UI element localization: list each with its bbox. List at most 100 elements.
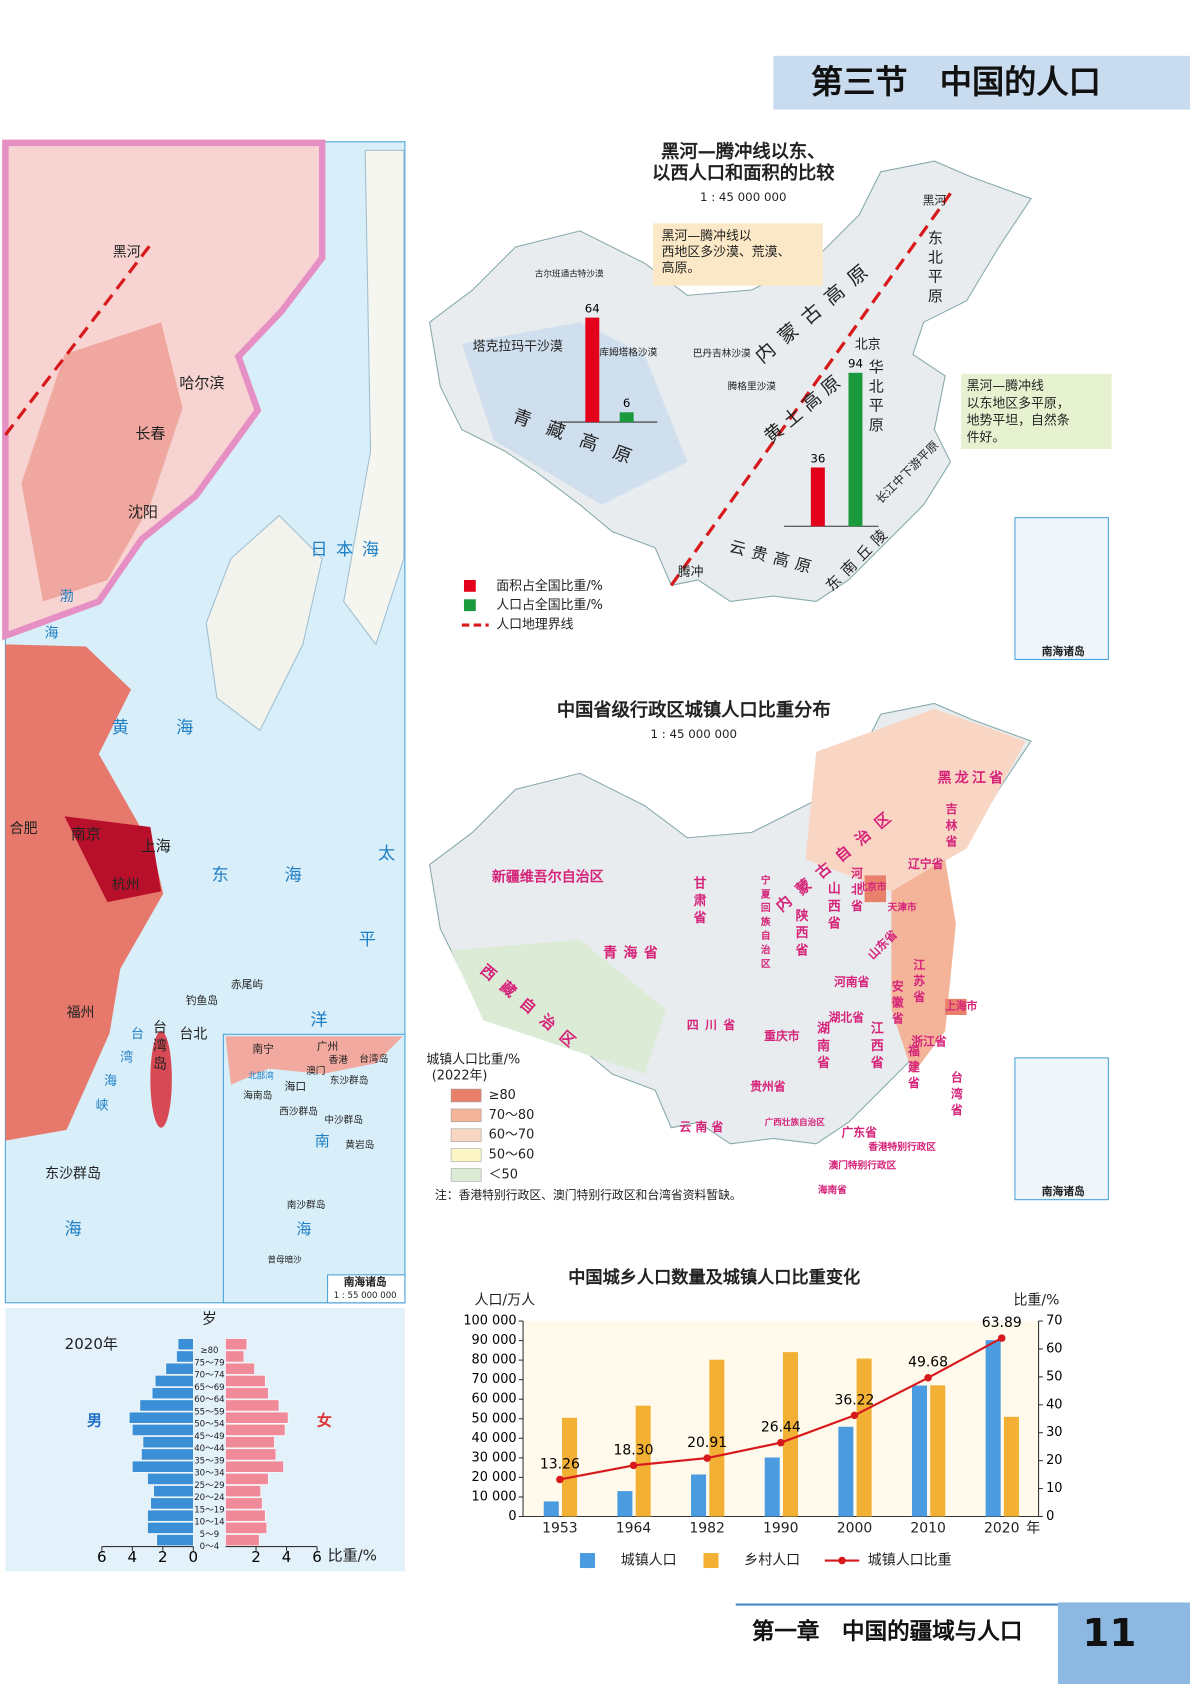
map-label: 南沙群岛 <box>287 1199 326 1211</box>
pyramid-bar <box>225 1473 269 1485</box>
pyramid-bar <box>147 1522 194 1534</box>
data-label: 36.22 <box>834 1392 874 1408</box>
map-label: 黑河 <box>923 193 947 207</box>
age-label: 55～59 <box>194 1407 224 1417</box>
bar <box>856 1358 872 1517</box>
map-label: 甘肃省 <box>691 876 707 928</box>
bar <box>838 1426 854 1517</box>
map-label: 陕西省 <box>793 908 809 960</box>
age-label: 5～9 <box>200 1530 219 1540</box>
pyramid-bar <box>225 1485 261 1498</box>
legend-label: 70～80 <box>489 1108 535 1123</box>
legend-swatch <box>838 1556 846 1565</box>
bar <box>585 317 600 423</box>
map-label: 北京 <box>855 337 881 352</box>
bar <box>691 1474 707 1517</box>
page-content: 第三节 中国的人口 第一章 中国的疆 <box>2 55 1190 1684</box>
inset-land <box>225 1036 403 1085</box>
map-label: 贵州省 <box>750 1079 786 1093</box>
plot-background <box>523 1321 1039 1517</box>
taiwan <box>150 1031 172 1128</box>
map-label: 台北 <box>179 1026 207 1042</box>
map-label: 澳门特别行政区 <box>829 1159 897 1171</box>
legend-swatch <box>450 1168 482 1182</box>
y2-tick-label: 0 <box>1046 1509 1054 1524</box>
legend-label: 乡村人口 <box>744 1553 800 1569</box>
map-label: 台湾岛 <box>151 1020 167 1075</box>
x-tick-label: 2 <box>158 1548 168 1566</box>
map-label: 广西壮族自治区 <box>765 1116 825 1128</box>
pyramid-panel <box>5 1308 405 1572</box>
pyramid-bar <box>225 1509 266 1522</box>
pyramid-bar <box>225 1534 260 1546</box>
region-ge80 <box>864 875 967 1015</box>
map-label: 黑河 <box>113 244 141 260</box>
pyramid-bar <box>142 1436 194 1449</box>
legend-swatch <box>450 1108 482 1123</box>
map-label: 广东省 <box>842 1126 878 1140</box>
map-title: 以西人口和面积的比较 <box>652 162 835 184</box>
bar <box>709 1359 725 1517</box>
data-label: 94 <box>848 357 863 371</box>
age-label: 10～14 <box>194 1518 224 1528</box>
bar <box>1003 1416 1019 1517</box>
map-label: 腾冲 <box>678 564 704 580</box>
page-number: 11 <box>1083 1611 1137 1656</box>
map-label: 台湾岛 <box>359 1053 388 1065</box>
map-label: 香港特别行政区 <box>867 1141 936 1153</box>
age-label: 20～24 <box>194 1493 224 1503</box>
legend-swatch <box>463 579 476 592</box>
pyramid-bar <box>139 1399 194 1412</box>
pyramid-bar <box>150 1497 194 1510</box>
map-scale: 1 : 45 000 000 <box>700 190 787 204</box>
y2-axis-label: 比重/% <box>1013 1293 1059 1309</box>
age-label: 35～39 <box>194 1456 224 1466</box>
map-label: 南 <box>315 1132 330 1150</box>
legend-title: (2022年) <box>432 1069 488 1084</box>
legend-label: 人口地理界线 <box>496 618 573 633</box>
legend-swatch <box>450 1128 482 1142</box>
y2-tick-label: 20 <box>1046 1453 1062 1468</box>
x-tick-label: 1982 <box>689 1520 725 1536</box>
legend-swatch <box>703 1553 719 1569</box>
legend-label: ≥80 <box>489 1088 516 1103</box>
callout-west-box <box>652 223 823 286</box>
region-60-70 <box>805 708 1026 892</box>
map-label: 湖南省 <box>814 1021 830 1073</box>
legend-swatch <box>450 1088 482 1103</box>
pyramid-bar <box>225 1411 289 1424</box>
y2-tick-label: 60 <box>1046 1341 1062 1356</box>
bar <box>764 1457 780 1517</box>
map-label: 东沙群岛 <box>45 1166 101 1182</box>
map-label: 沈阳 <box>128 503 158 521</box>
map-label: 上海市 <box>945 999 977 1012</box>
map-label: 吉林省 <box>944 802 958 851</box>
map-label: 湖北省 <box>829 1011 865 1025</box>
pyramid-bar <box>147 1473 194 1485</box>
age-label: 40～44 <box>194 1444 224 1454</box>
inset-frame <box>222 1033 406 1304</box>
land-east-coast <box>5 644 164 1141</box>
map-label: 四川省 <box>687 1018 742 1032</box>
section-title: 第三节 中国的人口 <box>811 63 1101 101</box>
y-tick-label: 0 <box>508 1509 516 1524</box>
age-label: 65～69 <box>194 1383 224 1393</box>
age-label: 45～49 <box>194 1432 224 1442</box>
legend-label: 男 <box>87 1411 102 1429</box>
map-label: 日本海 <box>310 540 387 560</box>
map-label: 曾母暗沙 <box>267 1253 302 1265</box>
pyramid-bar <box>176 1350 194 1363</box>
pyramid-bar <box>151 1387 194 1400</box>
map-label: 黄 <box>112 718 129 738</box>
bar <box>848 372 863 527</box>
pyramid-bar <box>225 1448 277 1461</box>
korea <box>205 514 323 732</box>
pyramid-bar <box>165 1362 194 1375</box>
pyramid-bar <box>147 1509 194 1522</box>
map-label: 洋 <box>310 1010 327 1030</box>
ratio-point <box>924 1374 932 1382</box>
chapter-title: 第一章 中国的疆域与人口 <box>752 1618 1023 1645</box>
map-label: 华北平原 <box>867 359 885 436</box>
map-note: 注：香港特别行政区、澳门特别行政区和台湾省资料暂缺。 <box>435 1188 742 1202</box>
map-label: 塔克拉玛干沙漠 <box>473 339 563 354</box>
